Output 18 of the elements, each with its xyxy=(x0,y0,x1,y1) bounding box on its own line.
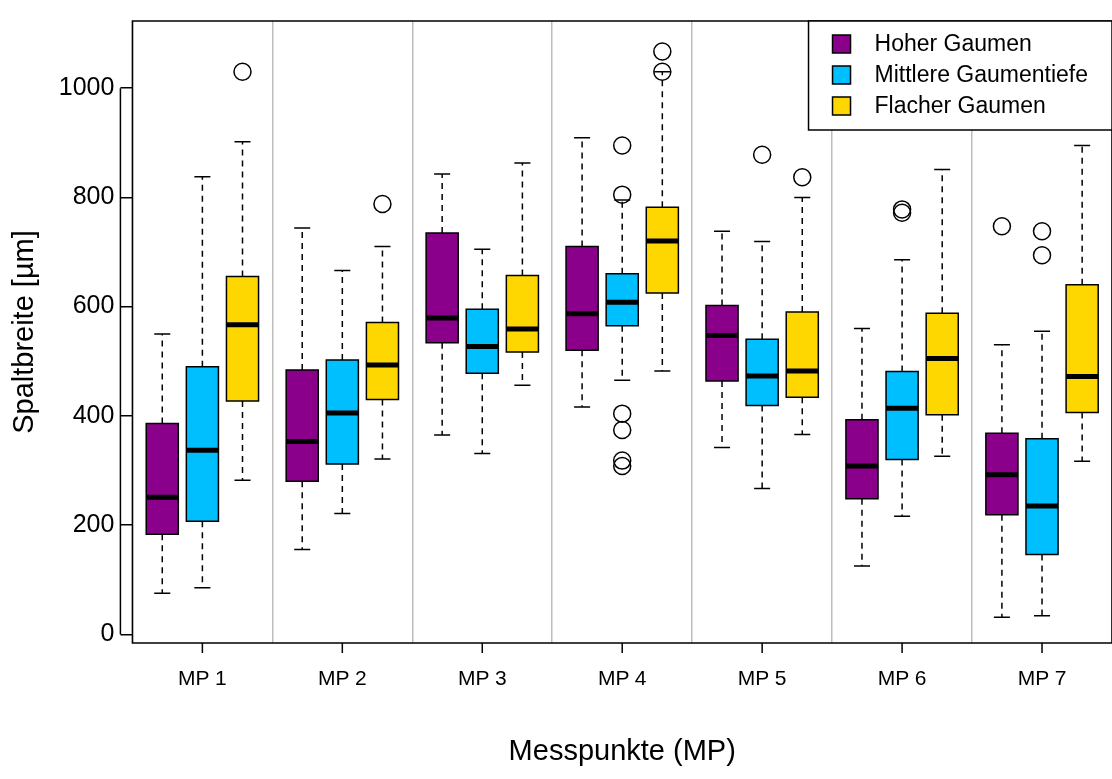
x-tick-label: MP 7 xyxy=(1017,666,1067,690)
x-tick-label: MP 5 xyxy=(737,666,787,690)
y-tick-label: 200 xyxy=(72,508,115,537)
y-tick-label: 600 xyxy=(72,290,115,319)
legend-label: Mittlere Gaumentiefe xyxy=(874,61,1088,88)
x-tick-label: MP 6 xyxy=(877,666,927,690)
x-tick-label: MP 2 xyxy=(318,666,367,690)
y-tick-label: 400 xyxy=(72,399,115,428)
legend-label: Flacher Gaumen xyxy=(874,92,1046,119)
y-tick-label: 0 xyxy=(100,618,115,647)
x-tick-label: MP 1 xyxy=(178,666,227,690)
x-axis-title: Messpunkte (MP) xyxy=(508,733,736,766)
x-tick-label: MP 3 xyxy=(457,666,507,690)
y-tick-label: 1000 xyxy=(58,72,115,101)
legend-label: Hoher Gaumen xyxy=(874,30,1032,57)
y-axis-title: Spaltbreite [µm] xyxy=(7,230,40,434)
x-tick-label: MP 4 xyxy=(597,666,647,690)
y-tick-label: 800 xyxy=(72,181,115,210)
